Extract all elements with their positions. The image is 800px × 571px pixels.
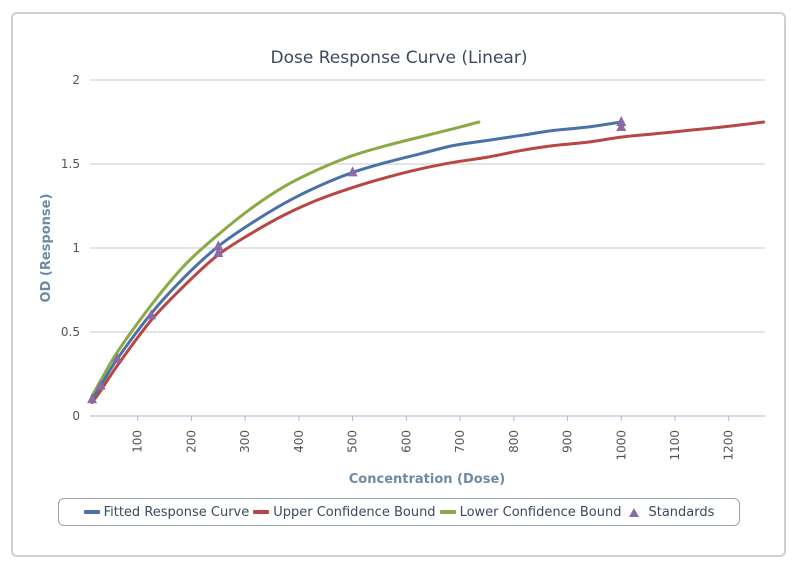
- x-axis: 100 200 300 400 500 600 700 800 900 1000 1100 1200: [90, 415, 765, 461]
- x-tick-label: 800: [507, 430, 521, 453]
- x-tick-label: 100: [131, 430, 145, 453]
- standard-marker: [213, 247, 224, 258]
- legend-label-upper: Upper Confidence Bound: [273, 504, 436, 520]
- standard-marker: [95, 379, 106, 390]
- x-tick-label: 700: [453, 430, 467, 453]
- series-line-upper-confidence-bound: [90, 120, 766, 405]
- standard-marker: [616, 121, 627, 132]
- legend-item-lower[interactable]: Lower Confidence Bound: [439, 504, 622, 520]
- legend-swatch-lower: [439, 510, 456, 514]
- x-tick-label: 900: [561, 430, 575, 453]
- legend-label-lower: Lower Confidence Bound: [459, 504, 622, 520]
- legend-item-upper[interactable]: Upper Confidence Bound: [253, 504, 436, 520]
- standards-markers: [87, 116, 627, 404]
- y-tick-label: 0.5: [61, 325, 80, 339]
- chart-legend: Fitted Response Curve Upper Confidence B…: [58, 498, 740, 526]
- legend-item-fitted[interactable]: Fitted Response Curve: [83, 504, 250, 520]
- series-line-lower-confidence-bound: [90, 120, 481, 398]
- y-tick-labels: 0 0.5 1 1.5 2: [61, 73, 80, 423]
- y-axis-title: OD (Response): [39, 194, 54, 303]
- chart-frame: [11, 12, 786, 557]
- x-tick-label: 200: [184, 430, 198, 453]
- x-tick-label: 1100: [668, 430, 682, 461]
- standard-marker: [112, 352, 123, 363]
- standard-marker: [87, 393, 98, 404]
- y-tick-label: 1.5: [61, 157, 80, 171]
- standard-marker: [616, 116, 627, 126]
- grid-lines: [90, 79, 765, 333]
- legend-swatch-upper: [253, 510, 270, 514]
- legend-label-fitted: Fitted Response Curve: [103, 504, 250, 520]
- y-tick-label: 1: [72, 241, 80, 255]
- legend-item-standards[interactable]: Standards: [625, 505, 714, 520]
- standard-marker: [146, 309, 157, 320]
- standard-marker: [213, 240, 224, 251]
- x-tick-label: 1000: [614, 430, 628, 461]
- x-tick-label: 400: [292, 430, 306, 453]
- chart-title: Dose Response Curve (Linear): [271, 48, 528, 68]
- x-axis-title: Concentration (Dose): [349, 472, 505, 487]
- triangle-icon: [629, 507, 640, 517]
- y-tick-label: 2: [72, 73, 80, 87]
- x-tick-label: 600: [399, 430, 413, 453]
- x-tick-label: 1200: [722, 430, 736, 461]
- y-tick-label: 0: [72, 409, 80, 423]
- legend-swatch-fitted: [83, 510, 100, 514]
- standard-marker: [347, 166, 358, 177]
- x-tick-label: 500: [346, 430, 360, 453]
- legend-label-standards: Standards: [648, 504, 715, 520]
- x-tick-label: 300: [238, 430, 252, 453]
